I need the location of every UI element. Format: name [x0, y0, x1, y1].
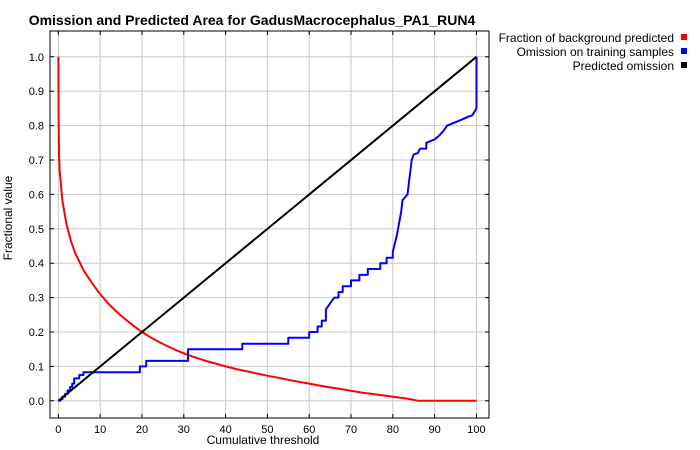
- y-tick-label: 0.4: [29, 258, 44, 270]
- chart-title: Omission and Predicted Area for GadusMac…: [29, 12, 476, 28]
- x-tick-label: 50: [261, 424, 273, 436]
- series-line-3: [57, 56, 478, 402]
- legend-label: Predicted omission: [573, 59, 674, 73]
- legend-label: Omission on training samples: [517, 45, 674, 59]
- legend: Fraction of background predictedOmission…: [499, 31, 687, 73]
- series-line-2: [58, 56, 478, 402]
- series-lines: [57, 56, 478, 402]
- grid: [50, 31, 489, 418]
- y-tick-label: 0.2: [29, 327, 44, 339]
- y-tick-label: 0.1: [29, 361, 44, 373]
- y-tick-label: 0.9: [29, 86, 44, 98]
- y-tick-label: 0.7: [29, 155, 44, 167]
- x-tick-label: 40: [219, 424, 231, 436]
- series-line-1: [57, 56, 477, 402]
- x-tick-label: 100: [467, 424, 485, 436]
- plot-frame: [49, 30, 490, 419]
- x-tick-label: 0: [55, 424, 61, 436]
- y-tick-label: 0.3: [29, 293, 44, 305]
- y-axis-label: Fractional value: [1, 175, 15, 260]
- x-tick-label: 70: [345, 424, 357, 436]
- legend-swatch: [681, 48, 687, 54]
- x-tick-label: 60: [303, 424, 315, 436]
- x-tick-label: 30: [178, 424, 190, 436]
- x-tick-label: 10: [94, 424, 106, 436]
- y-tick-label: 0.8: [29, 121, 44, 133]
- x-tick-label: 20: [136, 424, 148, 436]
- legend-swatch: [681, 34, 687, 40]
- legend-swatch: [681, 62, 687, 68]
- y-tick-label: 0.5: [29, 224, 44, 236]
- x-tick-label: 80: [387, 424, 399, 436]
- x-tick-label: 90: [429, 424, 441, 436]
- y-tick-label: 1.0: [29, 52, 44, 64]
- y-tick-label: 0.6: [29, 189, 44, 201]
- legend-label: Fraction of background predicted: [499, 31, 674, 45]
- y-tick-label: 0.0: [29, 396, 44, 408]
- x-axis-label: Cumulative threshold: [207, 433, 320, 447]
- axis-ticks: 0 10 20 30 40 50 60 70 80 90 100 0.0 0.1 0.2 0.3 0.4 0.5…: [29, 31, 489, 436]
